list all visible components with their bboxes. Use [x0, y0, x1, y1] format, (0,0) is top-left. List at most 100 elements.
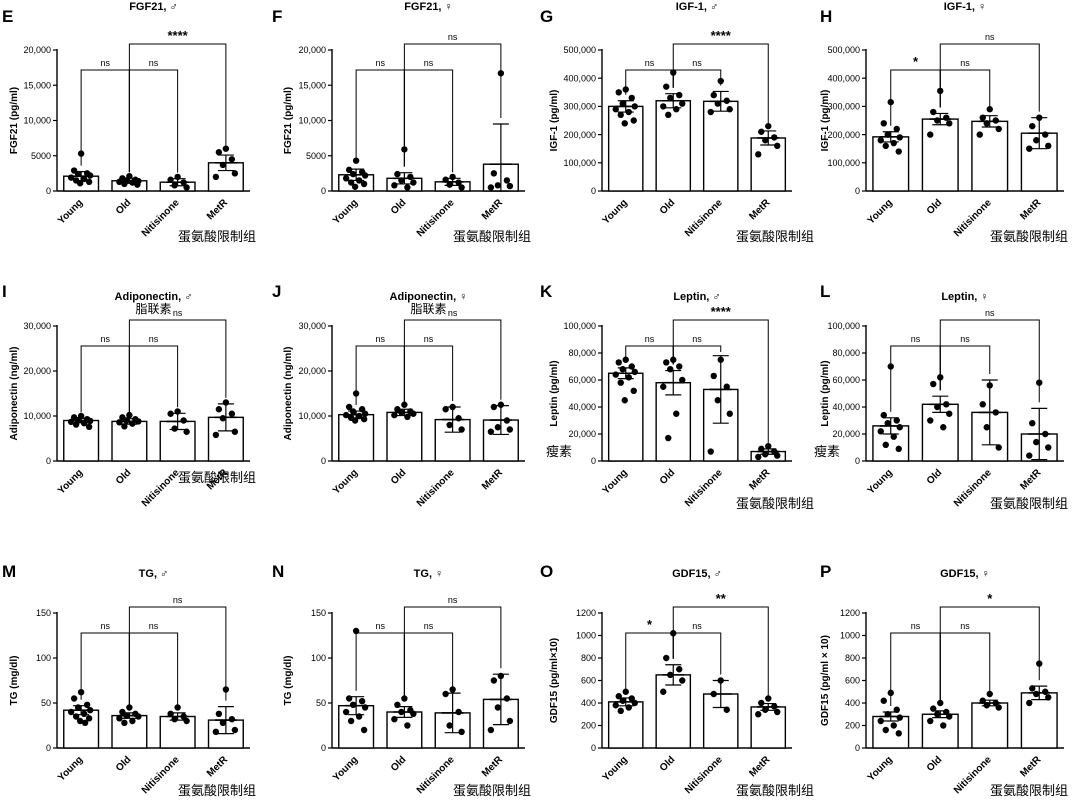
data-point	[345, 166, 353, 174]
significance-bracket	[939, 345, 991, 391]
x-tick-label: Nitisinone	[415, 754, 457, 796]
data-point	[1042, 688, 1049, 695]
chart-title: FGF21, ♀	[404, 1, 453, 13]
x-tick-label: MetR	[747, 197, 773, 223]
data-point	[771, 134, 778, 141]
data-point	[774, 142, 781, 150]
chart-title: Leptin, ♀	[941, 291, 988, 303]
data-point	[1042, 131, 1049, 138]
data-point	[884, 711, 891, 718]
metr-chinese-label: 蛋氨酸限制组	[736, 496, 814, 511]
data-point	[116, 178, 123, 186]
data-point	[663, 654, 670, 662]
y-tick-label: 500,000	[827, 45, 860, 55]
data-point	[893, 417, 900, 424]
y-tick-label: 80,000	[832, 348, 860, 358]
x-tick-label: Young	[56, 467, 85, 496]
data-point	[895, 148, 902, 155]
data-point	[212, 728, 220, 735]
data-point	[86, 707, 94, 714]
significance-label: ns	[149, 621, 159, 631]
data-point	[355, 713, 363, 720]
data-point	[180, 179, 187, 186]
y-axis-label: Adiponectin (ng/ml)	[9, 347, 20, 441]
significance-label: ns	[100, 334, 110, 344]
data-point	[116, 715, 123, 722]
x-tick-label: MetR	[205, 754, 231, 780]
data-point	[615, 693, 622, 700]
y-tick-label: 0	[591, 456, 596, 466]
significance-bracket	[403, 319, 502, 404]
data-point	[896, 424, 903, 431]
data-point	[219, 161, 227, 169]
bar	[63, 709, 100, 749]
chart-title: Adiponectin, ♂	[115, 291, 193, 303]
data-point	[995, 125, 1002, 133]
data-point	[976, 131, 983, 138]
x-tick-label: MetR	[1018, 467, 1044, 493]
y-tick-label: 10,000	[298, 116, 326, 126]
bar	[386, 411, 423, 462]
bar	[607, 105, 644, 192]
data-point	[398, 708, 405, 716]
data-point	[228, 156, 236, 163]
data-point	[121, 719, 128, 726]
x-tick-label: MetR	[747, 467, 773, 493]
significance-bracket	[80, 345, 130, 413]
y-axis-label: FGF21 (pg/ml)	[283, 87, 294, 154]
data-point	[880, 697, 887, 704]
bar	[971, 702, 1009, 749]
y-tick-label: 5000	[31, 151, 51, 161]
x-tick-label: Nitisinone	[415, 197, 457, 239]
data-point	[497, 401, 505, 408]
data-point	[455, 415, 462, 422]
significance-bracket	[128, 632, 179, 707]
data-point	[755, 711, 762, 718]
data-point	[174, 173, 181, 181]
y-tick-label: 15,000	[298, 80, 326, 90]
bar	[111, 420, 148, 462]
data-point	[487, 428, 495, 435]
significance-bracket	[939, 43, 1040, 112]
y-tick-label: 200	[845, 721, 860, 731]
significance-label: *	[647, 617, 653, 632]
data-point	[123, 417, 130, 424]
significance-label: ns	[448, 595, 458, 605]
significance-bracket	[672, 69, 722, 88]
data-point	[85, 178, 93, 186]
panel-k: K Leptin, ♂ 0 20,000 40,000 60,000 80,000 100,0…	[540, 282, 814, 511]
significance-bracket	[403, 345, 454, 404]
y-tick-label: 1200	[840, 608, 860, 618]
panel-letter: M	[2, 562, 16, 581]
y-tick-label: 800	[845, 653, 860, 663]
x-tick-label: Nitisinone	[952, 197, 994, 239]
y-tick-label: 100,000	[563, 321, 596, 331]
data-point	[890, 139, 897, 147]
significance-label: ns	[424, 334, 434, 344]
panel-letter: I	[2, 282, 7, 301]
y-tick-label: 200,000	[563, 130, 596, 140]
metr-chinese-label: 蛋氨酸限制组	[990, 229, 1068, 244]
bar	[607, 701, 644, 749]
chart-title: FGF21, ♂	[129, 1, 178, 13]
metr-chinese-label: 蛋氨酸限制组	[736, 229, 814, 244]
data-point	[1026, 452, 1033, 459]
y-tick-label: 20,000	[23, 45, 51, 55]
significance-bracket	[128, 606, 227, 707]
y-tick-label: 60,000	[568, 375, 596, 385]
data-point	[723, 97, 730, 104]
data-point	[503, 417, 511, 424]
data-point	[342, 175, 350, 182]
data-point	[135, 418, 142, 425]
data-point	[667, 671, 674, 679]
significance-bracket	[128, 345, 179, 413]
data-point	[506, 717, 514, 725]
x-tick-label: Nitisinone	[415, 467, 457, 509]
metr-chinese-label: 蛋氨酸限制组	[453, 229, 531, 244]
data-point	[717, 356, 724, 363]
significance-label: ns	[375, 621, 385, 631]
data-point	[714, 397, 721, 404]
data-point	[70, 695, 78, 702]
y-tick-label: 100,000	[563, 158, 596, 168]
y-tick-label: 600	[581, 676, 596, 686]
